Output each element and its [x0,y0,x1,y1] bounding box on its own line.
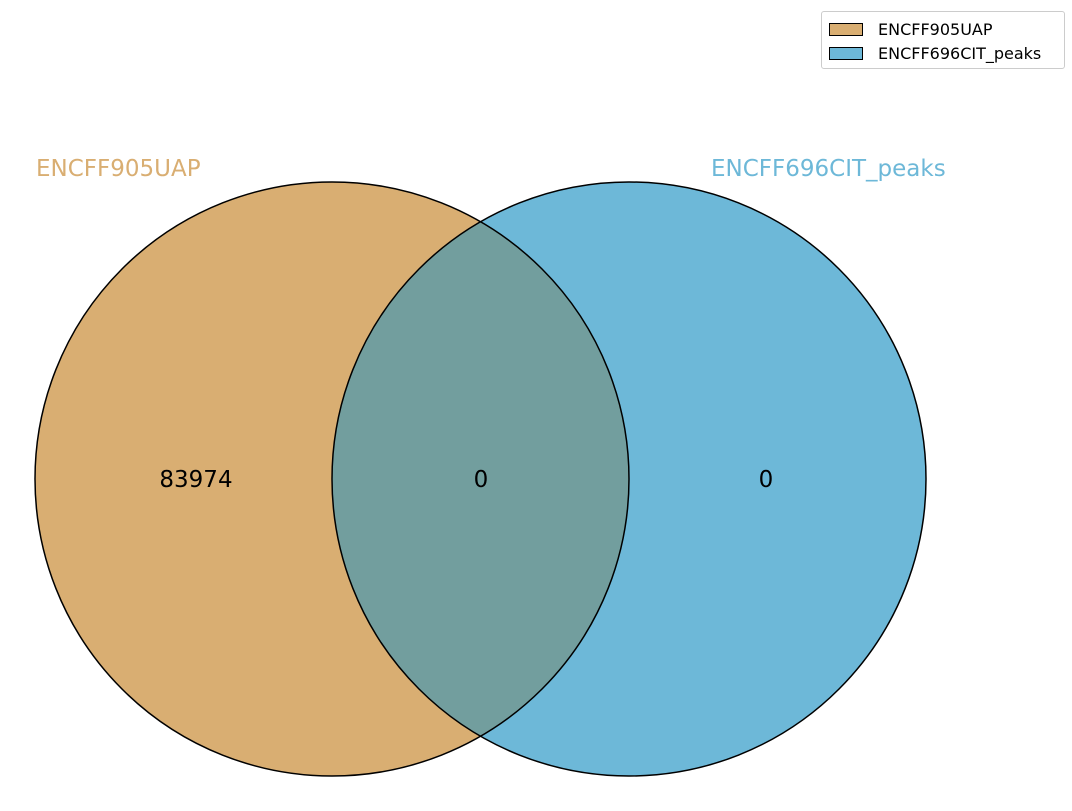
legend-label-a: ENCFF905UAP [878,19,993,39]
region-count-overlap: 0 [474,467,489,493]
set-circle-a-outline [34,181,630,777]
set-label-b: ENCFF696CIT_peaks [711,156,946,182]
region-count-a-only: 83974 [159,467,232,493]
legend-item-b: ENCFF696CIT_peaks [829,41,1064,65]
legend-swatch-b [829,46,863,60]
legend-label-b: ENCFF696CIT_peaks [878,43,1042,63]
set-circle-b-outline [331,181,927,777]
set-label-a: ENCFF905UAP [36,156,201,182]
legend-swatch-a [829,22,863,36]
legend: ENCFF905UAP ENCFF696CIT_peaks [821,11,1065,69]
legend-item-a: ENCFF905UAP [829,17,1064,41]
region-count-b-only: 0 [759,467,774,493]
set-overlap-region [332,182,629,776]
